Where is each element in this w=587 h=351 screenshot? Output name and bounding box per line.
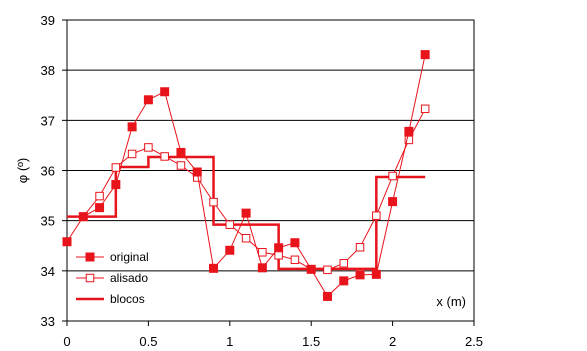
y-tick-label: 34: [41, 264, 55, 279]
series-original: [62, 50, 430, 301]
x-tick-label: 2: [389, 334, 396, 349]
x-tick-label: 0: [63, 334, 70, 349]
data-point-original: [306, 264, 316, 274]
data-point-alisado: [355, 243, 365, 252]
gridlines: [67, 69, 474, 272]
data-point-alisado: [388, 171, 397, 181]
data-point-alisado: [144, 143, 153, 152]
x-tick-label: 1: [226, 334, 233, 349]
data-point-alisado: [160, 152, 169, 161]
legend-label: alisado: [110, 271, 148, 285]
data-point-original: [176, 147, 186, 157]
data-point-original: [420, 50, 430, 60]
legend-item-original: original: [76, 250, 149, 264]
data-point-original: [95, 203, 105, 213]
series-line-alisado: [82, 108, 426, 271]
data-point-original: [78, 212, 88, 222]
data-point-alisado: [95, 191, 104, 201]
legend-item-alisado: alisado: [76, 271, 148, 285]
legend-marker: [85, 252, 95, 262]
series-line-blocos: [67, 155, 426, 271]
data-point-original: [192, 167, 202, 177]
data-point-alisado: [241, 233, 251, 243]
y-tick-label: 35: [41, 214, 55, 229]
data-point-original: [143, 95, 153, 105]
y-tick-label: 38: [41, 63, 55, 78]
data-point-original: [209, 263, 219, 273]
data-point-alisado: [225, 220, 235, 229]
data-point-original: [62, 237, 72, 247]
data-point-alisado: [372, 211, 381, 220]
data-point-alisado: [258, 248, 267, 257]
data-point-original: [127, 122, 137, 132]
data-point-original: [241, 208, 251, 218]
data-point-original: [355, 270, 365, 280]
y-tick-label: 33: [41, 314, 55, 329]
data-point-alisado: [176, 161, 186, 170]
legend-item-blocos: blocos: [76, 292, 145, 306]
data-point-alisado: [209, 197, 218, 207]
data-point-alisado: [111, 163, 121, 172]
x-tick-label: 0.5: [139, 334, 157, 349]
data-point-original: [257, 263, 267, 273]
data-point-original: [339, 276, 349, 286]
data-point-original: [160, 87, 170, 97]
x-tick-label: 1.5: [302, 334, 320, 349]
data-point-alisado: [274, 251, 283, 260]
data-point-original: [290, 238, 300, 248]
data-point-original: [225, 245, 235, 255]
data-point-original: [404, 126, 414, 136]
data-point-original: [111, 180, 121, 190]
y-axis-label: φ (º): [15, 158, 30, 183]
x-tick-label: 2.5: [465, 334, 483, 349]
data-point-alisado: [420, 104, 430, 114]
legend-label: original: [110, 250, 149, 264]
legend-label: blocos: [110, 292, 145, 306]
series-blocos: [67, 155, 426, 271]
x-axis-label: x (m): [436, 294, 466, 309]
data-point-original: [322, 291, 332, 301]
data-point-alisado: [339, 259, 349, 268]
data-point-alisado: [323, 265, 332, 275]
y-tick-label: 39: [41, 13, 55, 28]
legend: original alisado blocos: [76, 250, 149, 306]
data-point-alisado: [127, 149, 137, 159]
data-point-original: [388, 197, 398, 207]
data-point-alisado: [404, 135, 414, 145]
y-tick-labels: 33 34 35 36 37 38 39: [41, 13, 55, 329]
x-tick-labels: 0 0.5 1 1.5 2 2.5: [63, 334, 483, 349]
y-tick-label: 37: [41, 113, 55, 128]
data-point-original: [274, 243, 284, 253]
series-layer: [62, 50, 430, 301]
axes: [62, 19, 475, 326]
legend-marker: [85, 273, 95, 283]
data-point-original: [371, 269, 381, 279]
data-point-alisado: [290, 255, 300, 265]
y-tick-label: 36: [41, 164, 55, 179]
